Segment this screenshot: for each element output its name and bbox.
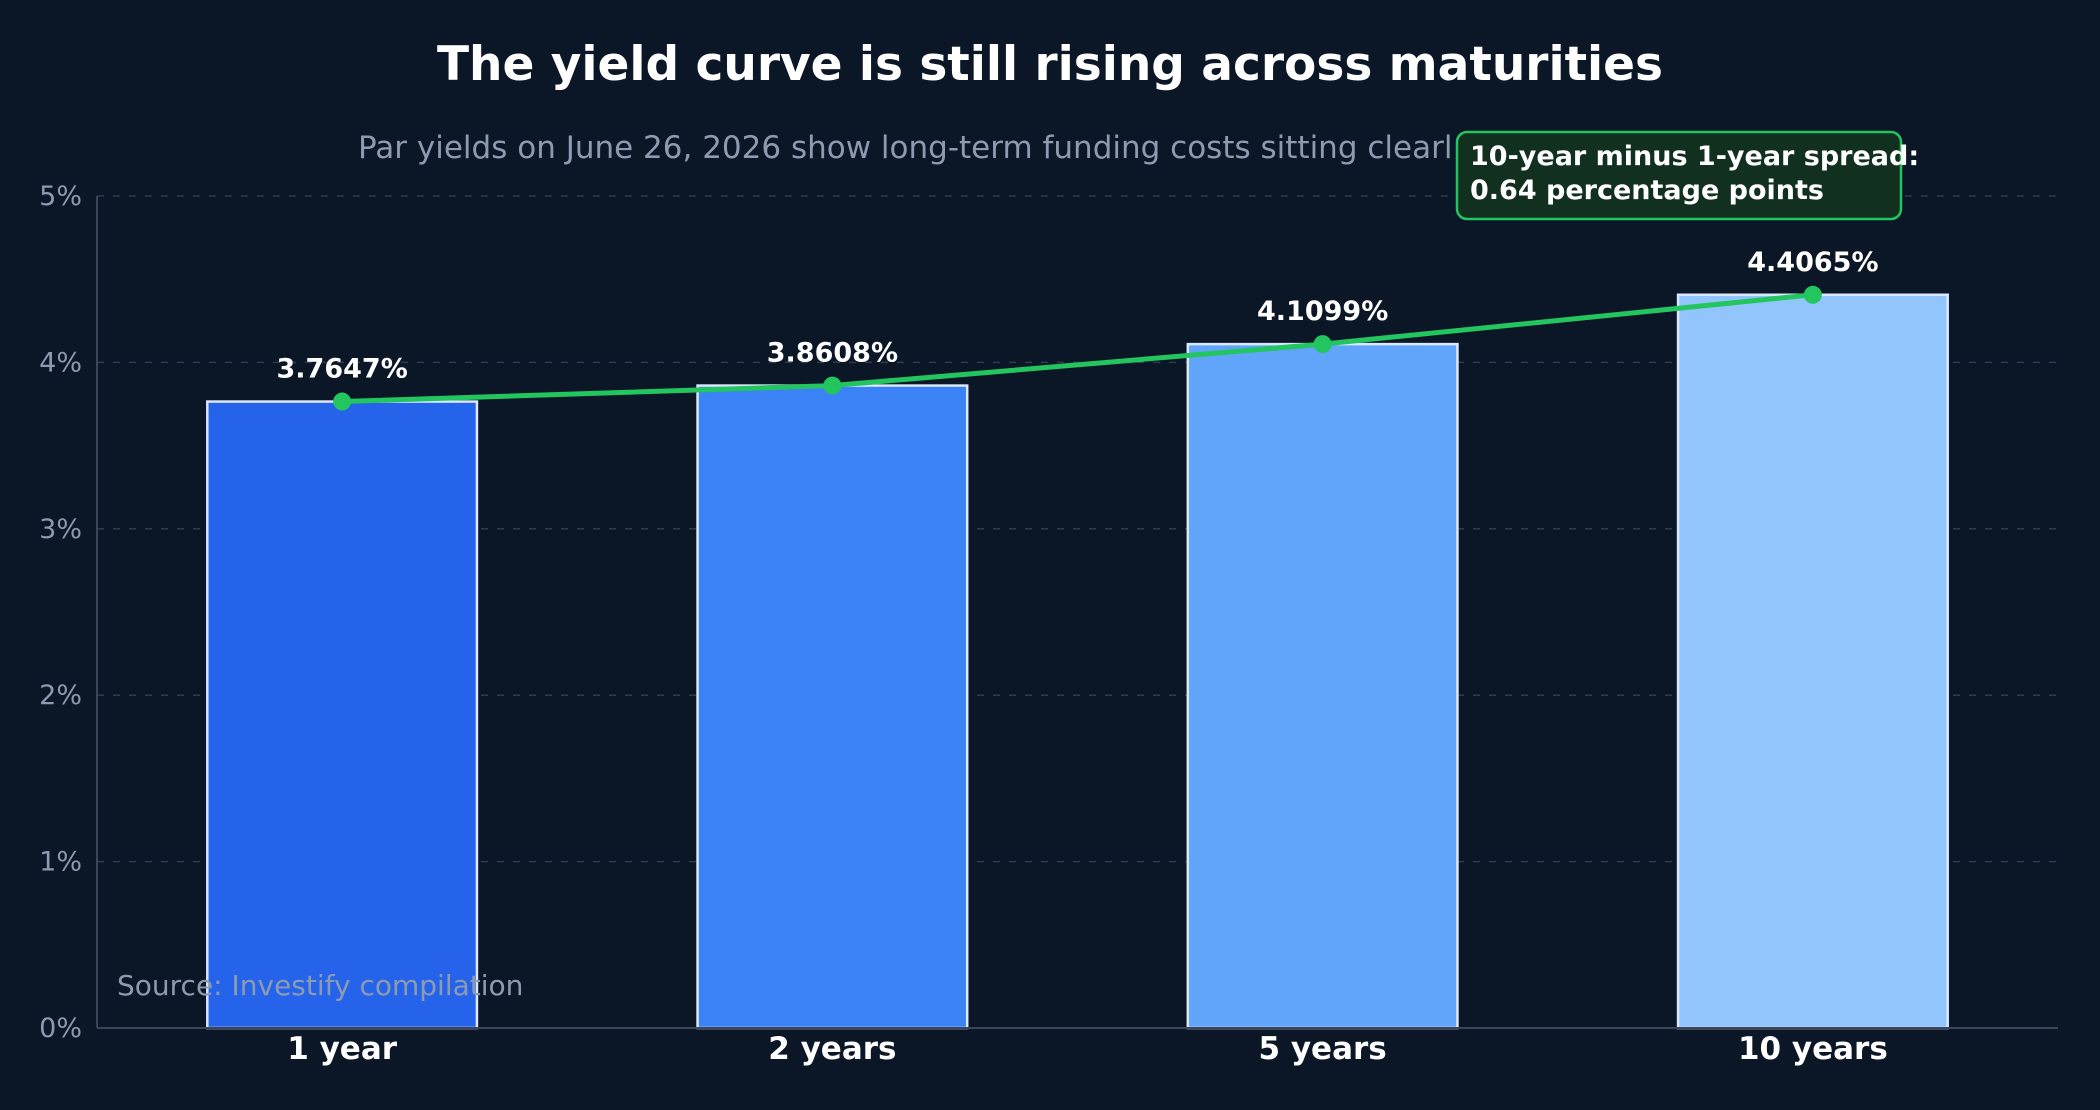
yield-line <box>333 285 1822 411</box>
y-tick-label: 0% <box>39 1013 82 1044</box>
x-tick-label: 10 years <box>1738 1031 1888 1067</box>
bar <box>1676 293 1949 1030</box>
bar <box>206 400 479 1030</box>
data-label: 4.1099% <box>1257 296 1388 327</box>
y-tick-label: 4% <box>39 347 82 378</box>
annotation-line-2: 0.64 percentage points <box>1470 175 1824 206</box>
spread-annotation: 10-year minus 1-year spread: 0.64 percen… <box>1455 130 1919 221</box>
x-tick-label: 2 years <box>768 1031 896 1067</box>
data-labels: 3.7647% 3.8608% 4.1099% 4.4065% <box>277 247 1879 385</box>
x-axis-ticks: 1 year 2 years 5 years 10 years <box>287 1031 1888 1067</box>
annotation-line-1: 10-year minus 1-year spread: <box>1470 141 1919 172</box>
x-tick-label: 1 year <box>287 1031 398 1067</box>
chart-title: The yield curve is still rising across m… <box>437 37 1663 92</box>
bar <box>1186 342 1459 1030</box>
y-axis-ticks: 0% 1% 2% 3% 4% 5% <box>39 181 82 1044</box>
data-label: 3.7647% <box>277 354 408 385</box>
data-label: 3.8608% <box>767 338 898 369</box>
y-tick-label: 2% <box>39 680 82 711</box>
x-tick-label: 5 years <box>1258 1031 1386 1067</box>
source-note: Source: Investify compilation <box>117 969 523 1002</box>
line-series <box>339 292 1816 405</box>
line-point <box>1313 335 1332 354</box>
y-tick-label: 1% <box>39 847 82 878</box>
y-tick-label: 3% <box>39 514 82 545</box>
data-label: 4.4065% <box>1747 247 1878 278</box>
bar <box>696 384 969 1030</box>
y-tick-label: 5% <box>39 181 82 212</box>
chart-subtitle: Par yields on June 26, 2026 show long-te… <box>358 130 1452 166</box>
line-point <box>333 392 352 411</box>
line-point <box>823 376 842 395</box>
line-point <box>1803 285 1822 304</box>
bars <box>206 293 1949 1030</box>
annotation-box <box>1455 130 1903 221</box>
